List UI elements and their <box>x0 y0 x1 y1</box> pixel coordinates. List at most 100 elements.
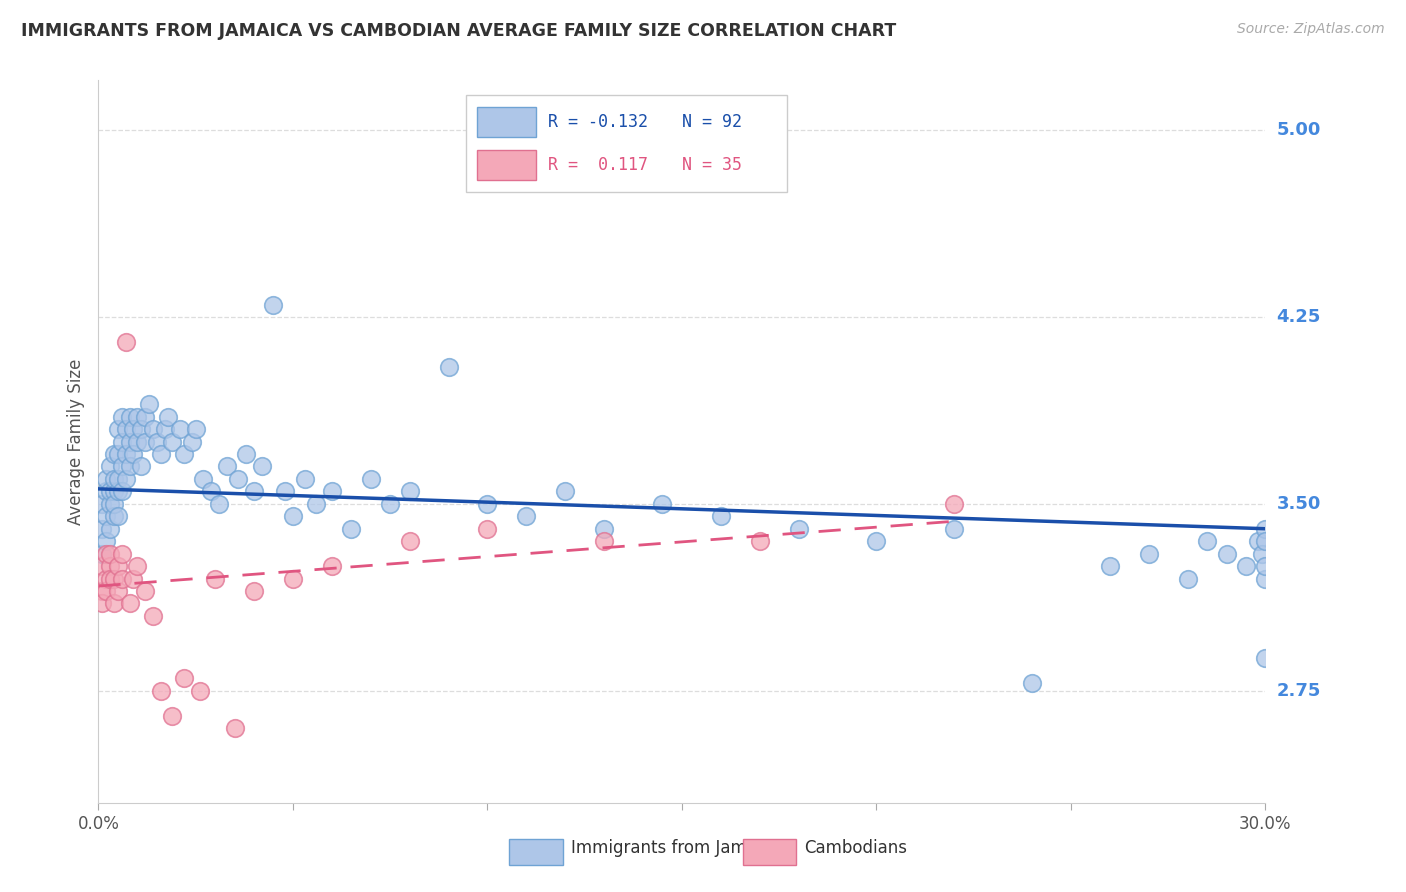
Point <box>1254 572 1277 586</box>
Point <box>96 472 118 486</box>
FancyBboxPatch shape <box>477 150 536 179</box>
Point <box>98 484 121 499</box>
Point <box>157 409 180 424</box>
Point <box>437 359 460 374</box>
Point <box>134 584 156 599</box>
Point <box>111 484 134 499</box>
Point <box>180 434 202 449</box>
Point <box>477 497 499 511</box>
Point <box>96 509 118 524</box>
Point <box>281 572 304 586</box>
Point <box>91 522 114 536</box>
Point <box>554 484 576 499</box>
Point <box>111 459 134 474</box>
Point <box>360 472 382 486</box>
Text: IMMIGRANTS FROM JAMAICA VS CAMBODIAN AVERAGE FAMILY SIZE CORRELATION CHART: IMMIGRANTS FROM JAMAICA VS CAMBODIAN AVE… <box>21 22 897 40</box>
Point <box>1195 534 1218 549</box>
Point <box>134 409 156 424</box>
Point <box>184 422 207 436</box>
Text: N = 92: N = 92 <box>682 113 742 131</box>
Point <box>91 497 114 511</box>
Point <box>1254 522 1277 536</box>
Point <box>204 572 226 586</box>
Point <box>103 509 125 524</box>
Point <box>91 584 114 599</box>
Point <box>1137 547 1160 561</box>
Point <box>142 609 165 624</box>
Point <box>943 497 966 511</box>
Point <box>380 497 402 511</box>
Point <box>153 422 176 436</box>
Point <box>98 547 121 561</box>
Point <box>162 708 184 723</box>
Point <box>91 559 114 574</box>
Text: Cambodians: Cambodians <box>804 839 907 857</box>
Text: Source: ZipAtlas.com: Source: ZipAtlas.com <box>1237 22 1385 37</box>
Point <box>98 559 121 574</box>
Point <box>1234 559 1257 574</box>
Point <box>122 422 145 436</box>
Point <box>398 484 420 499</box>
Point <box>321 559 343 574</box>
Text: 5.00: 5.00 <box>1277 121 1320 139</box>
Point <box>107 584 129 599</box>
Point <box>103 484 125 499</box>
Point <box>122 447 145 461</box>
Point <box>134 434 156 449</box>
Point <box>787 522 810 536</box>
FancyBboxPatch shape <box>509 838 562 865</box>
Point <box>477 522 499 536</box>
Point <box>111 547 134 561</box>
Point <box>91 597 114 611</box>
Point <box>243 584 266 599</box>
Point <box>188 683 211 698</box>
Point <box>146 434 169 449</box>
Text: 4.25: 4.25 <box>1277 308 1320 326</box>
Point <box>114 447 136 461</box>
Point <box>111 434 134 449</box>
Point <box>173 671 195 685</box>
Point <box>98 459 121 474</box>
Point <box>593 522 616 536</box>
Point <box>118 459 141 474</box>
Point <box>127 434 149 449</box>
Point <box>103 472 125 486</box>
Point <box>114 422 136 436</box>
Point <box>107 422 129 436</box>
Point <box>215 459 238 474</box>
Point <box>1254 534 1277 549</box>
Point <box>224 721 246 735</box>
Point <box>1246 534 1268 549</box>
Point <box>96 584 118 599</box>
Point <box>1177 572 1199 586</box>
Point <box>1254 559 1277 574</box>
Point <box>118 597 141 611</box>
Point <box>1215 547 1237 561</box>
Point <box>118 434 141 449</box>
Point <box>98 497 121 511</box>
Point <box>129 459 152 474</box>
Point <box>321 484 343 499</box>
Point <box>1021 676 1043 690</box>
Point <box>274 484 297 499</box>
Point <box>250 459 273 474</box>
Text: 3.50: 3.50 <box>1277 495 1320 513</box>
Text: R =  0.117: R = 0.117 <box>548 156 648 174</box>
Point <box>96 572 118 586</box>
Point <box>281 509 304 524</box>
Point <box>122 572 145 586</box>
Text: R = -0.132: R = -0.132 <box>548 113 648 131</box>
FancyBboxPatch shape <box>742 838 796 865</box>
Point <box>107 472 129 486</box>
Point <box>1250 547 1272 561</box>
Point <box>127 409 149 424</box>
Point <box>103 572 125 586</box>
Point <box>1098 559 1121 574</box>
Point <box>305 497 328 511</box>
FancyBboxPatch shape <box>465 95 787 193</box>
Y-axis label: Average Family Size: Average Family Size <box>66 359 84 524</box>
Point <box>243 484 266 499</box>
Text: N = 35: N = 35 <box>682 156 742 174</box>
Point <box>173 447 195 461</box>
Point <box>149 683 172 698</box>
